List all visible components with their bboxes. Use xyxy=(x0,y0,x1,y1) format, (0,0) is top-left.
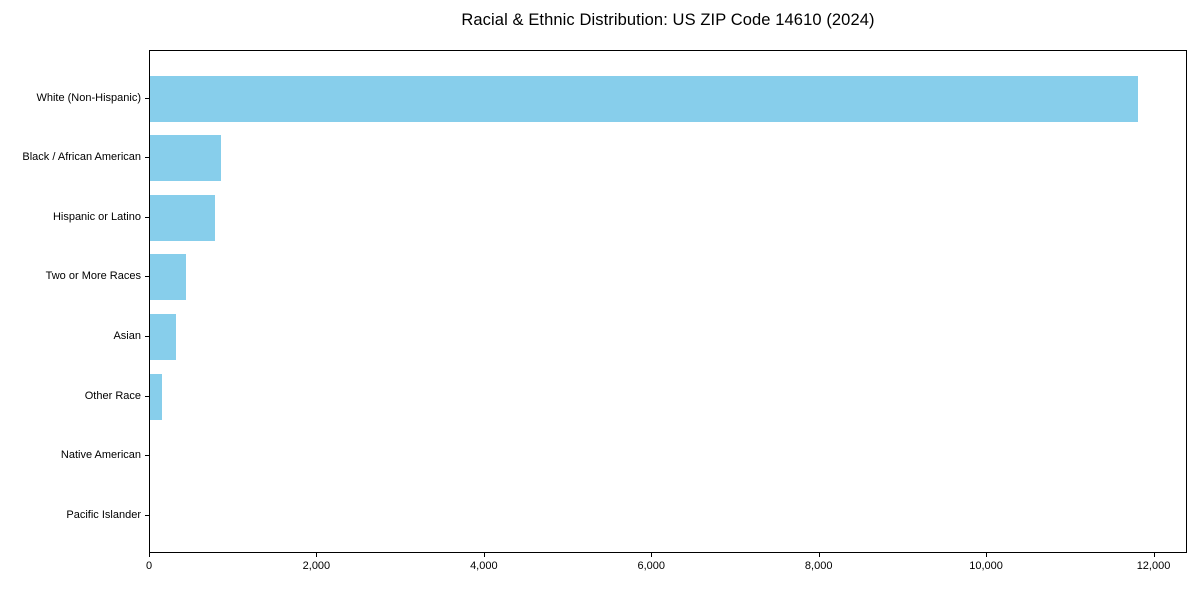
x-tick-mark xyxy=(316,553,318,557)
y-tick-label: Hispanic or Latino xyxy=(52,210,141,223)
y-tick-label: Native American xyxy=(60,449,141,462)
y-tick-mark xyxy=(145,455,149,457)
x-tick-label: 10,000 xyxy=(969,560,1003,572)
y-tick-mark xyxy=(145,336,149,338)
x-tick-label: 4,000 xyxy=(470,560,498,572)
y-tick-mark xyxy=(145,276,149,278)
y-tick-mark xyxy=(145,514,149,516)
plot-area xyxy=(149,50,1187,553)
x-tick-mark xyxy=(818,553,820,557)
x-tick-label: 2,000 xyxy=(302,560,331,572)
y-tick-label: Two or More Races xyxy=(45,270,141,283)
y-tick-label: Black / African American xyxy=(22,151,141,164)
y-tick-label: Asian xyxy=(113,330,141,343)
x-tick-label: 6,000 xyxy=(637,560,666,572)
y-tick-mark xyxy=(145,157,149,159)
y-tick-mark xyxy=(145,97,149,99)
bar xyxy=(150,373,162,420)
bar xyxy=(150,314,176,361)
x-tick-mark xyxy=(1153,553,1155,557)
x-tick-label: 12,000 xyxy=(1136,560,1171,572)
y-tick-label: Pacific Islander xyxy=(66,508,141,521)
y-tick-label: White (Non-Hispanic) xyxy=(36,91,141,104)
x-tick-mark xyxy=(483,553,485,557)
x-tick-mark xyxy=(986,553,988,557)
x-tick-label: 8,000 xyxy=(804,560,833,572)
x-tick-mark xyxy=(651,553,653,557)
bar xyxy=(150,75,1138,122)
chart-title: Racial & Ethnic Distribution: US ZIP Cod… xyxy=(461,11,875,29)
y-tick-label: Other Race xyxy=(84,389,141,402)
bar xyxy=(150,194,215,241)
x-tick-label: 0 xyxy=(145,560,153,572)
x-tick-mark xyxy=(149,553,150,557)
bar xyxy=(150,135,222,182)
y-tick-mark xyxy=(145,395,149,397)
y-tick-mark xyxy=(145,216,149,218)
bar xyxy=(150,254,186,301)
